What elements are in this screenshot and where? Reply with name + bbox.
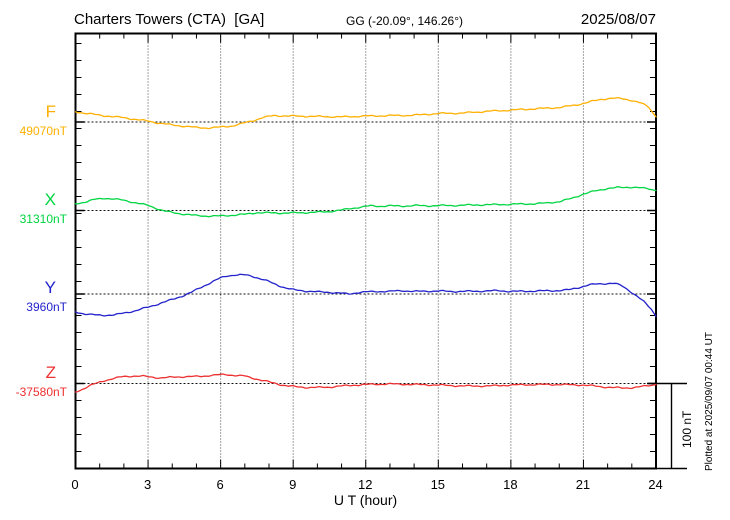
- x-tick-label: 24: [648, 477, 663, 492]
- trace-label-x: X 31310nT: [0, 190, 67, 226]
- trace-letter-z: Z: [45, 363, 56, 382]
- station-coordinates: GG (-20.09°, 146.26°): [346, 14, 463, 28]
- x-tick-label: 0: [71, 477, 79, 492]
- x-tick-label: 15: [430, 477, 446, 492]
- page-title: Charters Towers (CTA) [GA]: [74, 11, 265, 28]
- trace-letter-y: Y: [44, 278, 56, 297]
- x-axis-title: U T (hour): [333, 492, 398, 508]
- trace-baseline-y: 3960nT: [26, 300, 67, 314]
- plotted-at-note: Plotted at 2025/09/07 00:44 UT: [704, 332, 715, 471]
- trace-letter-f: F: [45, 102, 56, 121]
- trace-label-y: Y 3960nT: [0, 278, 67, 314]
- observation-date: 2025/08/07: [580, 11, 656, 28]
- x-tick-label: 9: [289, 477, 297, 492]
- trace-baseline-z: -37580nT: [15, 385, 67, 399]
- trace-letter-x: X: [44, 190, 56, 209]
- trace-label-z: Z -37580nT: [0, 363, 67, 399]
- trace-baseline-x: 31310nT: [19, 212, 67, 226]
- x-tick-label: 12: [358, 477, 373, 492]
- trace-label-f: F 49070nT: [0, 102, 67, 138]
- scale-bar-label: 100 nT: [680, 410, 694, 448]
- x-tick-label: 6: [216, 477, 224, 492]
- x-tick-label: 3: [143, 477, 152, 492]
- trace-baseline-f: 49070nT: [19, 124, 67, 138]
- x-tick-label: 18: [503, 477, 518, 492]
- x-tick-label: 21: [575, 477, 591, 492]
